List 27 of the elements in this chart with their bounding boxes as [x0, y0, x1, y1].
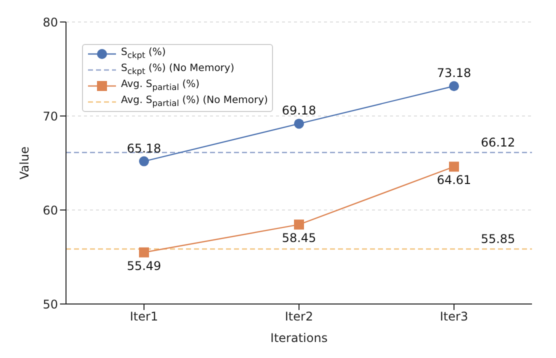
legend-label: S$_{ckpt}$ (%)	[121, 46, 166, 62]
point	[294, 220, 304, 230]
legend-label: S$_{ckpt}$ (%) (No Memory)	[121, 62, 234, 78]
y-tick-label: 60	[42, 203, 58, 218]
point	[294, 118, 304, 129]
data-label: 65.18	[126, 141, 162, 156]
x-axis-title: Iterations	[270, 331, 328, 345]
point	[139, 156, 149, 166]
x-tick-label: Iter1	[130, 310, 158, 324]
data-label: 73.18	[436, 66, 472, 80]
point	[449, 81, 459, 92]
legend-label: Avg. S$_{partial}$ (%) (No Memory)	[121, 94, 268, 110]
y-tick-label: 80	[42, 15, 58, 30]
y-tick-label: 50	[42, 297, 58, 312]
data-label: 69.18	[282, 104, 316, 118]
x-tick-label: Iter2	[284, 310, 314, 324]
data-label: 55.49	[126, 258, 162, 273]
annotation: 66.12	[480, 135, 516, 150]
y-tick-label: 70	[42, 109, 58, 124]
data-label: 58.45	[282, 231, 316, 246]
annotation: 55.85	[480, 232, 516, 246]
point	[449, 162, 459, 172]
data-label: 64.61	[436, 173, 472, 188]
x-tick-label: Iter3	[440, 310, 468, 324]
point	[139, 247, 149, 258]
y-axis-title: Value	[17, 146, 32, 180]
legend-label: Avg. S$_{partial}$ (%)	[121, 78, 200, 94]
